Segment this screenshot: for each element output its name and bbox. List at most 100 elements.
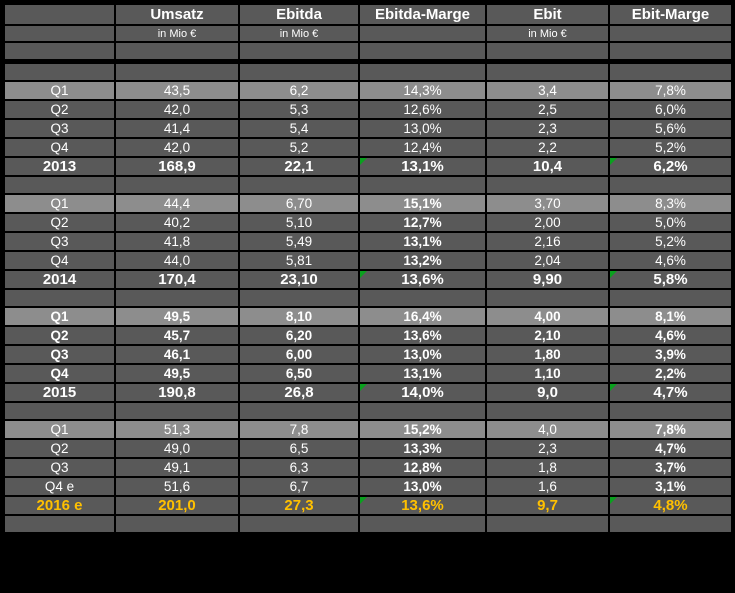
cell-2014-q3-ebit[interactable]: 2,16 xyxy=(485,231,610,252)
cell-2016-e-q4-e-ebitda[interactable]: 6,7 xyxy=(238,476,360,497)
cell-2014-q1-ebitda[interactable]: 6,70 xyxy=(238,193,360,214)
empty-cell[interactable] xyxy=(238,401,360,421)
cell-2014-q4-ebitda[interactable]: 5,81 xyxy=(238,250,360,271)
empty-cell[interactable] xyxy=(238,60,360,82)
cell-2014-q2-ebitda[interactable]: 5,10 xyxy=(238,212,360,233)
cell-2015-q1-ebit-marge[interactable]: 8,1% xyxy=(608,306,733,327)
cell-2015-q3-ebitda-marge[interactable]: 13,0% xyxy=(358,344,487,365)
total-cell-2016-e-ebitda-marge[interactable]: 13,6% xyxy=(358,495,487,516)
cell-2014-q2-ebit-marge[interactable]: 5,0% xyxy=(608,212,733,233)
cell-2014-q4-ebit-marge[interactable]: 4,6% xyxy=(608,250,733,271)
total-cell-2016-e-ebit-marge[interactable]: 4,8% xyxy=(608,495,733,516)
empty-cell[interactable] xyxy=(608,41,733,64)
cell-2014-q2-umsatz[interactable]: 40,2 xyxy=(114,212,240,233)
cell-2014-q1-quarter[interactable]: Q1 xyxy=(3,193,116,214)
cell-2014-q3-ebitda[interactable]: 5,49 xyxy=(238,231,360,252)
cell-2013-q2-umsatz[interactable]: 42,0 xyxy=(114,99,240,120)
total-cell-2016-e-ebit[interactable]: 9,7 xyxy=(485,495,610,516)
empty-cell[interactable] xyxy=(114,41,240,64)
total-cell-2013-quarter[interactable]: 2013 xyxy=(3,156,116,177)
total-cell-2014-ebitda-marge[interactable]: 13,6% xyxy=(358,269,487,290)
cell-2013-q2-ebitda[interactable]: 5,3 xyxy=(238,99,360,120)
cell-2014-q1-umsatz[interactable]: 44,4 xyxy=(114,193,240,214)
empty-cell[interactable] xyxy=(3,175,116,195)
cell-2014-q3-quarter[interactable]: Q3 xyxy=(3,231,116,252)
empty-cell[interactable] xyxy=(485,401,610,421)
cell-2016-e-q2-quarter[interactable]: Q2 xyxy=(3,438,116,459)
cell-2015-q2-ebitda[interactable]: 6,20 xyxy=(238,325,360,346)
cell-2013-q1-ebitda[interactable]: 6,2 xyxy=(238,80,360,101)
cell-2015-q3-ebitda[interactable]: 6,00 xyxy=(238,344,360,365)
cell-2015-q3-ebit-marge[interactable]: 3,9% xyxy=(608,344,733,365)
empty-cell[interactable] xyxy=(608,288,733,308)
cell-2013-q1-ebit-marge[interactable]: 7,8% xyxy=(608,80,733,101)
cell-2014-q4-ebitda-marge[interactable]: 13,2% xyxy=(358,250,487,271)
total-cell-2015-quarter[interactable]: 2015 xyxy=(3,382,116,403)
cell-2013-q3-quarter[interactable]: Q3 xyxy=(3,118,116,139)
total-cell-2016-e-quarter[interactable]: 2016 e xyxy=(3,495,116,516)
cell-2013-q3-ebitda-marge[interactable]: 13,0% xyxy=(358,118,487,139)
total-cell-2015-ebit[interactable]: 9,0 xyxy=(485,382,610,403)
empty-cell[interactable] xyxy=(608,175,733,195)
cell-2015-q4-ebit[interactable]: 1,10 xyxy=(485,363,610,384)
empty-cell[interactable] xyxy=(238,288,360,308)
total-cell-2014-umsatz[interactable]: 170,4 xyxy=(114,269,240,290)
total-cell-2013-ebitda[interactable]: 22,1 xyxy=(238,156,360,177)
empty-cell[interactable] xyxy=(238,41,360,64)
cell-2016-e-q2-ebit-marge[interactable]: 4,7% xyxy=(608,438,733,459)
total-cell-2013-umsatz[interactable]: 168,9 xyxy=(114,156,240,177)
empty-cell[interactable] xyxy=(3,288,116,308)
cell-2013-q3-ebit-marge[interactable]: 5,6% xyxy=(608,118,733,139)
cell-2016-e-q1-quarter[interactable]: Q1 xyxy=(3,419,116,440)
cell-2015-q2-umsatz[interactable]: 45,7 xyxy=(114,325,240,346)
cell-2013-q2-ebitda-marge[interactable]: 12,6% xyxy=(358,99,487,120)
cell-2015-q4-umsatz[interactable]: 49,5 xyxy=(114,363,240,384)
empty-cell[interactable] xyxy=(114,401,240,421)
cell-2014-q4-umsatz[interactable]: 44,0 xyxy=(114,250,240,271)
cell-2013-q4-ebit-marge[interactable]: 5,2% xyxy=(608,137,733,158)
cell-2013-q3-ebit[interactable]: 2,3 xyxy=(485,118,610,139)
cell-2013-q1-ebit[interactable]: 3,4 xyxy=(485,80,610,101)
empty-cell[interactable] xyxy=(358,24,487,43)
cell-2014-q2-ebit[interactable]: 2,00 xyxy=(485,212,610,233)
cell-2016-e-q1-ebit-marge[interactable]: 7,8% xyxy=(608,419,733,440)
cell-2013-q4-ebitda-marge[interactable]: 12,4% xyxy=(358,137,487,158)
total-cell-2014-ebit[interactable]: 9,90 xyxy=(485,269,610,290)
corner-cell[interactable] xyxy=(3,3,116,26)
empty-cell[interactable] xyxy=(3,401,116,421)
cell-2013-q1-quarter[interactable]: Q1 xyxy=(3,80,116,101)
total-cell-2014-ebitda[interactable]: 23,10 xyxy=(238,269,360,290)
total-cell-2015-umsatz[interactable]: 190,8 xyxy=(114,382,240,403)
cell-2014-q3-ebitda-marge[interactable]: 13,1% xyxy=(358,231,487,252)
cell-2013-q2-quarter[interactable]: Q2 xyxy=(3,99,116,120)
unit-label-umsatz[interactable]: in Mio € xyxy=(114,24,240,43)
cell-2016-e-q2-ebit[interactable]: 2,3 xyxy=(485,438,610,459)
empty-cell[interactable] xyxy=(485,288,610,308)
cell-2013-q4-umsatz[interactable]: 42,0 xyxy=(114,137,240,158)
cell-2015-q1-umsatz[interactable]: 49,5 xyxy=(114,306,240,327)
cell-2016-e-q4-e-ebit[interactable]: 1,6 xyxy=(485,476,610,497)
cell-2015-q3-quarter[interactable]: Q3 xyxy=(3,344,116,365)
total-cell-2014-quarter[interactable]: 2014 xyxy=(3,269,116,290)
empty-cell[interactable] xyxy=(485,175,610,195)
empty-cell[interactable] xyxy=(238,175,360,195)
cell-2014-q4-ebit[interactable]: 2,04 xyxy=(485,250,610,271)
total-cell-2013-ebitda-marge[interactable]: 13,1% xyxy=(358,156,487,177)
cell-2015-q4-ebit-marge[interactable]: 2,2% xyxy=(608,363,733,384)
cell-2015-q3-ebit[interactable]: 1,80 xyxy=(485,344,610,365)
cell-2016-e-q2-ebitda[interactable]: 6,5 xyxy=(238,438,360,459)
cell-2014-q3-umsatz[interactable]: 41,8 xyxy=(114,231,240,252)
cell-2015-q1-ebitda[interactable]: 8,10 xyxy=(238,306,360,327)
cell-2015-q2-ebitda-marge[interactable]: 13,6% xyxy=(358,325,487,346)
cell-2015-q4-ebitda-marge[interactable]: 13,1% xyxy=(358,363,487,384)
cell-2016-e-q4-e-ebitda-marge[interactable]: 13,0% xyxy=(358,476,487,497)
empty-cell[interactable] xyxy=(114,60,240,82)
empty-cell[interactable] xyxy=(114,288,240,308)
cell-2013-q1-ebitda-marge[interactable]: 14,3% xyxy=(358,80,487,101)
total-cell-2013-ebit-marge[interactable]: 6,2% xyxy=(608,156,733,177)
empty-cell[interactable] xyxy=(608,60,733,82)
cell-2016-e-q3-quarter[interactable]: Q3 xyxy=(3,457,116,478)
cell-2016-e-q2-ebitda-marge[interactable]: 13,3% xyxy=(358,438,487,459)
cell-2015-q2-quarter[interactable]: Q2 xyxy=(3,325,116,346)
empty-cell[interactable] xyxy=(358,175,487,195)
